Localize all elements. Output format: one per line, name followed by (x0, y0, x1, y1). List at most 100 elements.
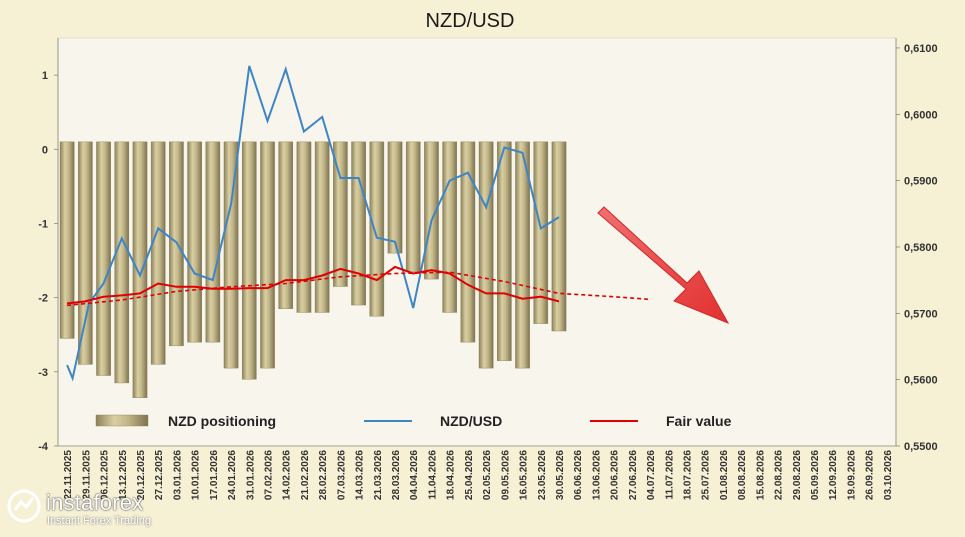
positioning-bar (296, 141, 312, 313)
x-tick-label: 04.07.2026 (646, 450, 657, 500)
fair-value-line (66, 265, 560, 305)
x-tick-label: 10.01.2026 (191, 450, 202, 500)
positioning-bar (497, 141, 512, 361)
legend-swatch-bar (95, 414, 149, 427)
watermark: instaforex Instant Forex Trading (6, 486, 186, 530)
x-tick-label: 14.02.2026 (282, 450, 293, 500)
left-tick-label: -2 (38, 293, 48, 305)
positioning-bar (59, 141, 75, 339)
x-tick-label: 20.12.2025 (136, 450, 147, 500)
positioning-bar (78, 141, 93, 365)
right-tick-label: 0,5700 (904, 308, 938, 320)
legend-item: NZD/USD (364, 413, 502, 429)
right-axis: 0,6100 0,6000 0,5900 0,5800 0,5700 0,5600 0,55… (895, 38, 938, 453)
x-tick-label: 27.06.2026 (628, 450, 639, 500)
x-tick-label: 07.03.2026 (336, 450, 347, 500)
legend-item: Fair value (590, 413, 732, 429)
x-tick-label: 20.06.2026 (610, 450, 621, 500)
positioning-bar (551, 141, 567, 332)
x-tick-label: 07.02.2026 (264, 450, 275, 500)
right-tick-label: 0,6000 (904, 109, 938, 121)
left-tick-label: -1 (38, 218, 48, 230)
x-tick-label: 19.09.2026 (846, 450, 857, 500)
legend-label: NZD/USD (440, 413, 502, 429)
positioning-bar (314, 141, 330, 313)
right-tick-label: 0,5900 (904, 176, 938, 188)
positioning-bar (114, 141, 130, 384)
instaforex-logo-icon (7, 489, 41, 523)
positioning-bars (59, 141, 567, 398)
x-axis: 22.11.2025 29.11.2025 06.12.2025 13.12.2025… (58, 445, 896, 500)
x-tick-label: 30.05.2026 (555, 450, 566, 500)
watermark-subtitle: Instant Forex Trading (47, 515, 151, 527)
positioning-bar (278, 141, 294, 309)
x-tick-label: 11.04.2026 (427, 450, 438, 500)
x-tick-label: 27.12.2025 (154, 450, 165, 500)
x-tick-label: 28.03.2026 (391, 450, 402, 500)
watermark-brand: instaforex (46, 490, 144, 515)
positioning-bar (260, 141, 275, 369)
x-tick-label: 13.12.2025 (118, 450, 129, 500)
fair-value-projection-line (67, 271, 651, 307)
positioning-bar (460, 141, 476, 343)
x-tick-label: 15.08.2026 (755, 450, 766, 500)
nzdusd-line (66, 65, 560, 382)
left-tick-label: -4 (38, 441, 49, 453)
positioning-bar (387, 141, 403, 254)
x-tick-label: 05.09.2026 (810, 450, 821, 500)
x-tick-label: 25.07.2026 (701, 450, 712, 500)
x-tick-label: 22.11.2025 (63, 450, 74, 500)
x-tick-label: 13.06.2026 (591, 450, 602, 500)
x-tick-label: 29.08.2026 (792, 450, 803, 500)
x-tick-label: 18.04.2026 (446, 450, 457, 500)
x-tick-label: 06.12.2025 (100, 450, 111, 500)
legend-label: Fair value (666, 413, 732, 429)
positioning-bar (205, 141, 221, 343)
trend-arrow (597, 206, 730, 325)
x-tick-label: 04.04.2026 (409, 450, 420, 500)
x-tick-label: 14.03.2026 (355, 450, 366, 500)
x-tick-label: 26.09.2026 (865, 450, 876, 500)
x-tick-label: 03.10.2026 (883, 450, 894, 500)
positioning-bar (478, 141, 494, 369)
down-trend-arrow-icon (597, 206, 730, 325)
x-tick-label: 12.09.2026 (828, 450, 839, 500)
legend-label: NZD positioning (168, 413, 276, 429)
right-tick-label: 0,5800 (904, 242, 938, 254)
positioning-bar (241, 141, 257, 380)
x-tick-label: 21.02.2026 (300, 450, 311, 500)
left-tick-label: 0 (42, 144, 48, 156)
x-tick-label: 23.05.2026 (537, 450, 548, 500)
x-tick-label: 02.05.2026 (482, 450, 493, 500)
positioning-bar (96, 141, 111, 376)
legend-item: NZD positioning (95, 413, 276, 429)
positioning-bar (351, 141, 366, 306)
positioning-bar (369, 141, 385, 317)
x-tick-label: 09.05.2026 (500, 450, 511, 500)
x-tick-label: 24.01.2026 (227, 450, 238, 500)
left-tick-label: 1 (42, 70, 48, 82)
positioning-bar (132, 141, 148, 398)
x-tick-label: 22.08.2026 (774, 450, 785, 500)
legend: NZD positioning NZD/USD Fair value (95, 413, 732, 429)
chart-title: NZD/USD (425, 10, 515, 32)
left-axis: 1 0 -1 -2 -3 -4 (38, 38, 59, 453)
x-tick-label: 21.03.2026 (373, 450, 384, 500)
x-tick-label: 28.02.2026 (318, 450, 329, 500)
series-lines (66, 65, 651, 382)
positioning-bar (424, 141, 439, 280)
x-tick-label: 29.11.2025 (81, 450, 92, 500)
x-tick-label: 06.06.2026 (573, 450, 584, 500)
x-tick-label: 17.01.2026 (209, 450, 220, 500)
positioning-bar (150, 141, 166, 365)
positioning-bar (442, 141, 457, 313)
left-tick-label: -3 (38, 367, 48, 379)
right-tick-label: 0,6100 (904, 43, 938, 55)
positioning-bar (187, 141, 202, 343)
x-tick-label: 01.08.2026 (719, 450, 730, 500)
positioning-bar (515, 141, 530, 369)
x-tick-label: 03.01.2026 (172, 450, 183, 500)
right-tick-label: 0,5600 (904, 375, 938, 387)
